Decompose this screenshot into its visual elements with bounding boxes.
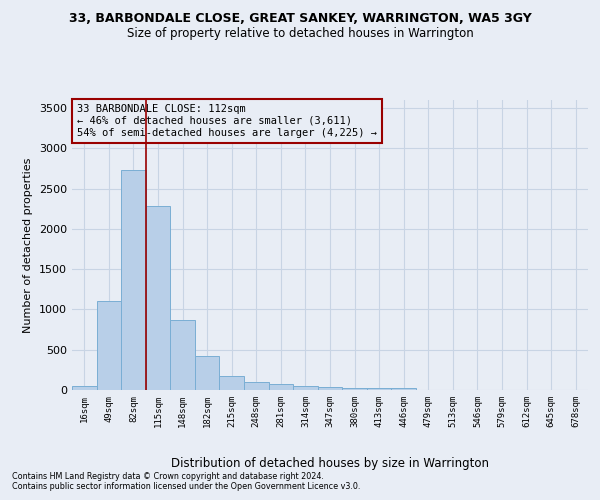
Bar bbox=[170, 320, 195, 390]
Bar bbox=[220, 376, 244, 390]
Bar bbox=[293, 386, 318, 390]
Text: Size of property relative to detached houses in Warrington: Size of property relative to detached ho… bbox=[127, 28, 473, 40]
Bar bbox=[269, 384, 293, 390]
Bar bbox=[97, 302, 121, 390]
Bar bbox=[195, 356, 220, 390]
Bar bbox=[367, 388, 391, 390]
Bar bbox=[391, 388, 416, 390]
Bar bbox=[72, 386, 97, 390]
Bar bbox=[318, 387, 342, 390]
Text: 33, BARBONDALE CLOSE, GREAT SANKEY, WARRINGTON, WA5 3GY: 33, BARBONDALE CLOSE, GREAT SANKEY, WARR… bbox=[68, 12, 532, 26]
Text: Distribution of detached houses by size in Warrington: Distribution of detached houses by size … bbox=[171, 458, 489, 470]
Bar bbox=[146, 206, 170, 390]
Bar bbox=[244, 382, 269, 390]
Text: Contains HM Land Registry data © Crown copyright and database right 2024.: Contains HM Land Registry data © Crown c… bbox=[12, 472, 324, 481]
Text: Contains public sector information licensed under the Open Government Licence v3: Contains public sector information licen… bbox=[12, 482, 361, 491]
Bar bbox=[342, 388, 367, 390]
Y-axis label: Number of detached properties: Number of detached properties bbox=[23, 158, 34, 332]
Text: 33 BARBONDALE CLOSE: 112sqm
← 46% of detached houses are smaller (3,611)
54% of : 33 BARBONDALE CLOSE: 112sqm ← 46% of det… bbox=[77, 104, 377, 138]
Bar bbox=[121, 170, 146, 390]
